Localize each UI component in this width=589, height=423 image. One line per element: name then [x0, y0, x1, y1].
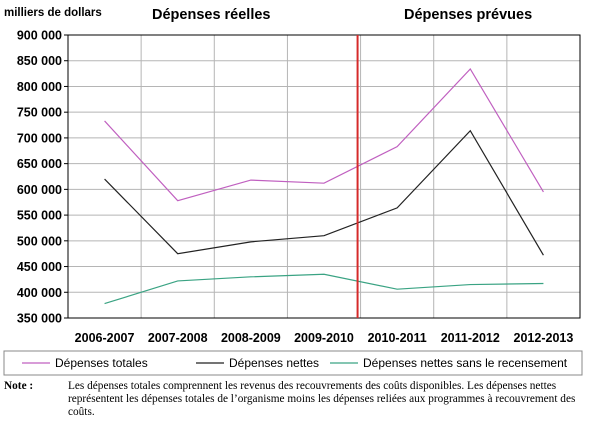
x-tick-label: 2010-2011: [368, 331, 427, 345]
y-tick-label: 400 000: [17, 286, 62, 300]
section-label-planned: Dépenses prévues: [404, 7, 532, 23]
y-tick-label: 450 000: [17, 260, 62, 274]
legend-label: Dépenses totales: [55, 356, 148, 370]
y-tick-label: 350 000: [17, 312, 62, 326]
series-line-1: [104, 67, 544, 202]
x-tick-label: 2011-2012: [441, 331, 500, 345]
series-line-3: [104, 273, 544, 305]
y-tick-label: 750 000: [17, 106, 62, 120]
unit-label: milliers de dollars: [4, 7, 102, 19]
x-tick-label: 2006-2007: [75, 331, 135, 345]
y-tick-label: 550 000: [17, 209, 62, 223]
x-tick-label: 2008-2009: [221, 331, 281, 345]
x-tick-label: 2012-2013: [514, 331, 574, 345]
chart: 900 000 850 000 800 000 750 000 700 000 650 0…: [3, 7, 583, 376]
y-tick-label: 850 000: [17, 54, 62, 68]
plot-area: [67, 34, 581, 319]
y-tick-label: 800 000: [17, 80, 62, 94]
legend-label: Dépenses nettes sans le recensement: [363, 356, 568, 370]
y-tick-label: 600 000: [17, 183, 62, 197]
y-tick-label: 650 000: [17, 157, 62, 171]
x-tick-label: 2009-2010: [294, 331, 354, 345]
note-label: Note :: [4, 380, 34, 392]
x-tick-label: 2007-2008: [148, 331, 208, 345]
legend: [3, 350, 583, 376]
y-tick-label: 500 000: [17, 234, 62, 248]
series-line-2: [104, 129, 544, 256]
y-tick-label: 700 000: [17, 131, 62, 145]
y-tick-label: 900 000: [17, 29, 62, 43]
note-text: Les dépenses totales comprennent les rev…: [68, 380, 576, 418]
legend-label: Dépenses nettes: [229, 356, 319, 370]
section-label-actual: Dépenses réelles: [152, 7, 271, 23]
